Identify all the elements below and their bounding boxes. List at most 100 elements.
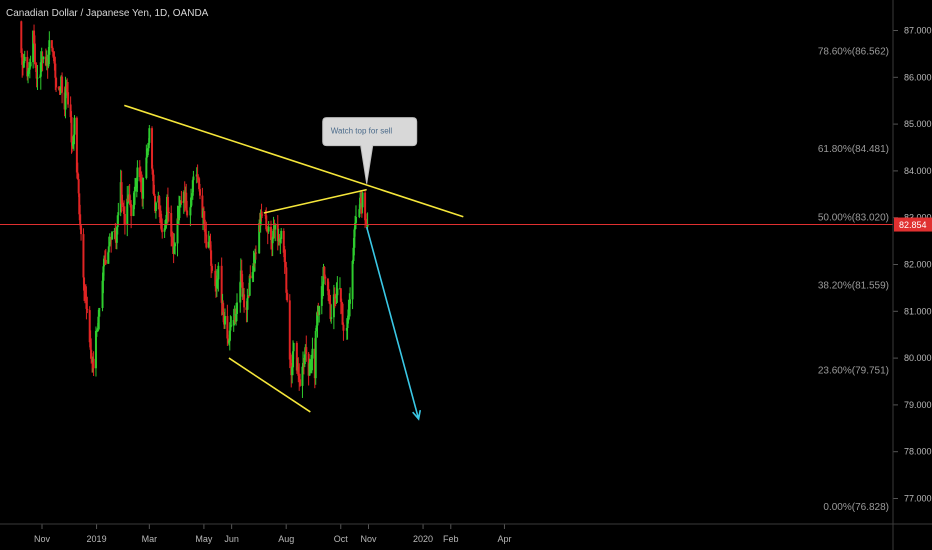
- candle-body: [359, 197, 362, 210]
- candle-body: [111, 231, 114, 240]
- candle-body: [128, 194, 131, 201]
- candle-body: [126, 198, 129, 225]
- candle-body: [196, 174, 199, 179]
- candle-body: [82, 234, 85, 278]
- candle-body: [33, 30, 36, 44]
- candle-body: [271, 237, 274, 244]
- candle-body: [57, 87, 60, 89]
- x-tick-label: Feb: [443, 534, 459, 544]
- candle-body: [117, 212, 120, 216]
- candle-body: [292, 351, 295, 368]
- candle-body: [158, 209, 161, 211]
- candle-body: [232, 320, 235, 326]
- candle-body: [115, 227, 118, 243]
- candle-body: [258, 223, 261, 254]
- candle-body: [364, 220, 367, 225]
- y-tick-label: 80.000: [904, 353, 932, 363]
- candle-body: [280, 230, 283, 239]
- drawings-layer: [0, 104, 893, 421]
- candle-body: [228, 330, 231, 342]
- candle-body: [198, 178, 201, 190]
- candle-body: [36, 77, 39, 79]
- candle-body: [186, 210, 189, 216]
- candle-body: [77, 179, 80, 194]
- candle-body: [235, 313, 238, 322]
- candle-body: [151, 128, 154, 169]
- candle-body: [276, 223, 279, 241]
- candle-body: [227, 341, 230, 343]
- candle-body: [211, 265, 214, 271]
- candle-body: [305, 347, 308, 354]
- candle-body: [248, 275, 251, 296]
- candle-body: [48, 40, 51, 55]
- candle-body: [163, 228, 166, 232]
- candle-body: [123, 213, 126, 225]
- candle-body: [142, 177, 145, 199]
- candle-body: [166, 196, 169, 212]
- candle-body: [54, 63, 57, 78]
- chart-title: Canadian Dollar / Japanese Yen, 1D, OAND…: [6, 8, 209, 19]
- y-tick-label: 85.000: [904, 119, 932, 129]
- candle-body: [59, 87, 62, 91]
- candle-body: [310, 361, 313, 363]
- candle-body: [120, 182, 123, 204]
- candle-body: [311, 348, 314, 359]
- callout-text: Watch top for sell: [331, 127, 393, 136]
- x-tick-label: Jun: [224, 534, 239, 544]
- candle-body: [209, 241, 212, 251]
- candle-body: [88, 310, 91, 343]
- candle-body: [104, 259, 107, 264]
- candle-body: [283, 252, 286, 263]
- candle-body: [153, 193, 156, 196]
- candle-body: [55, 77, 58, 88]
- candle-body: [207, 241, 210, 248]
- candle-body: [303, 354, 306, 365]
- candle-body: [84, 294, 87, 299]
- candle-body: [347, 309, 350, 321]
- candle-body: [67, 92, 70, 105]
- candle-body: [320, 286, 323, 306]
- candle-body: [364, 192, 367, 221]
- candle-body: [333, 294, 336, 298]
- wedge-top-line: [263, 188, 367, 214]
- current-price-label: 82.854: [899, 220, 927, 230]
- wedge-bottom-line: [228, 357, 311, 413]
- candle-body: [41, 58, 44, 60]
- candle-body: [210, 250, 213, 266]
- candle-body: [35, 67, 38, 79]
- candle-body: [302, 362, 305, 367]
- candle-body: [130, 204, 133, 217]
- candle-body: [103, 258, 106, 267]
- candle-body: [72, 134, 75, 142]
- candle-body: [27, 69, 30, 72]
- candle-body: [351, 261, 354, 300]
- candle-body: [346, 320, 349, 329]
- candle-body: [174, 243, 177, 247]
- candle-body: [267, 226, 270, 232]
- candle-body: [326, 278, 329, 291]
- candle-body: [358, 209, 361, 217]
- candle-body: [284, 262, 287, 268]
- candle-body: [286, 292, 289, 301]
- candle-body: [95, 330, 98, 332]
- candle-body: [66, 84, 69, 93]
- candle-body: [50, 40, 53, 49]
- forecast-arrow-head: [412, 409, 422, 421]
- x-tick-label: 2019: [87, 534, 107, 544]
- candle-body: [260, 212, 263, 215]
- candle-body: [253, 263, 256, 265]
- x-tick-label: 2020: [413, 534, 433, 544]
- candle-body: [217, 265, 220, 280]
- candle-body: [295, 342, 298, 371]
- candle-body: [73, 117, 76, 135]
- candle-body: [98, 307, 101, 317]
- candle-body: [259, 212, 262, 226]
- candle-body: [161, 230, 164, 232]
- candle-body: [353, 229, 356, 248]
- candle-body: [249, 275, 252, 279]
- candle-body: [70, 117, 73, 143]
- candle-body: [160, 222, 163, 231]
- candle-body: [138, 167, 141, 178]
